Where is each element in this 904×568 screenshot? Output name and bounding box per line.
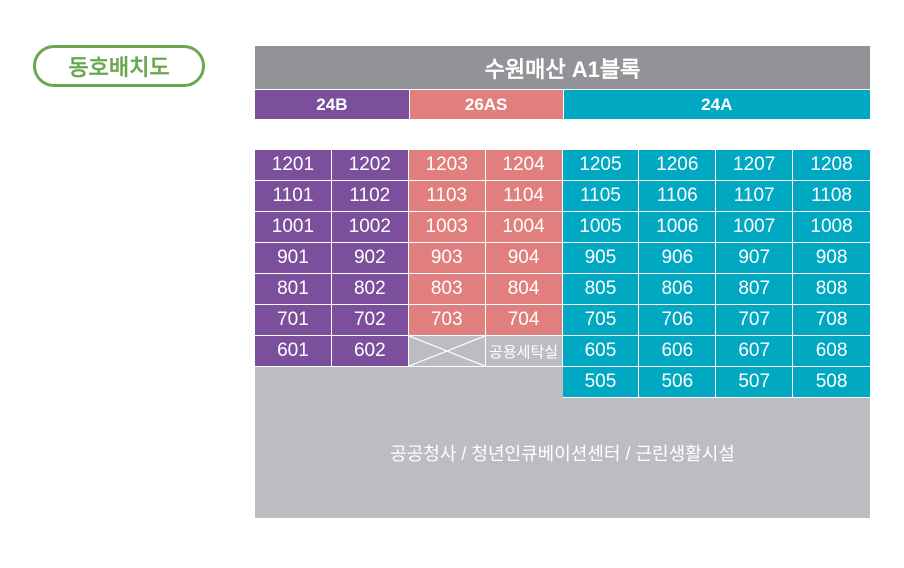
unit-cell: 1107 bbox=[716, 181, 794, 212]
unit-cell: 702 bbox=[331, 305, 409, 336]
unit-cell: 1003 bbox=[408, 212, 486, 243]
unit-cell: 801 bbox=[255, 274, 332, 305]
unit-cell: 1205 bbox=[562, 150, 640, 181]
unit-cell: 1206 bbox=[639, 150, 717, 181]
unit-cell: 905 bbox=[562, 243, 640, 274]
unit-cell: 704 bbox=[485, 305, 563, 336]
shared-laundry-cell: 공용세탁실 bbox=[485, 336, 563, 367]
unit-cell: 1201 bbox=[255, 150, 332, 181]
unit-cell: 907 bbox=[716, 243, 794, 274]
unit-cell: 1208 bbox=[793, 150, 870, 181]
unit-cell: 1103 bbox=[408, 181, 486, 212]
unit-cell: 902 bbox=[331, 243, 409, 274]
unit-grid: 1201 1202 1203 1204 1205 1206 1207 1208 … bbox=[255, 150, 870, 398]
unit-cell: 607 bbox=[716, 336, 794, 367]
unit-cell: 1007 bbox=[716, 212, 794, 243]
unit-cell: 608 bbox=[793, 336, 870, 367]
type-26as: 26AS bbox=[408, 90, 563, 119]
unit-cell: 1101 bbox=[255, 181, 332, 212]
unit-cell: 1204 bbox=[485, 150, 563, 181]
block-title: 수원매산 A1블록 bbox=[255, 46, 870, 89]
unit-cell: 805 bbox=[562, 274, 640, 305]
unit-cell: 1106 bbox=[639, 181, 717, 212]
empty-cell bbox=[332, 367, 409, 398]
unit-cell: 1202 bbox=[331, 150, 409, 181]
unit-cell: 802 bbox=[331, 274, 409, 305]
unit-cell: 807 bbox=[716, 274, 794, 305]
unit-cell: 506 bbox=[639, 367, 717, 398]
unit-type-band: 24B 26AS 24A bbox=[255, 90, 870, 119]
unit-cell: 606 bbox=[639, 336, 717, 367]
void-cell bbox=[408, 336, 486, 367]
unit-cell: 903 bbox=[408, 243, 486, 274]
unit-cell: 1008 bbox=[793, 212, 870, 243]
empty-cell bbox=[255, 367, 332, 398]
unit-cell: 1105 bbox=[562, 181, 640, 212]
unit-cell: 706 bbox=[639, 305, 717, 336]
unit-cell: 804 bbox=[485, 274, 563, 305]
unit-cell: 1104 bbox=[485, 181, 563, 212]
facility-label: 공공청사 / 청년인큐베이션센터 / 근린생활시설 bbox=[390, 444, 735, 464]
unit-cell: 1005 bbox=[562, 212, 640, 243]
unit-cell: 1108 bbox=[793, 181, 870, 212]
unit-cell: 901 bbox=[255, 243, 332, 274]
unit-cell: 1102 bbox=[331, 181, 409, 212]
unit-cell: 904 bbox=[485, 243, 563, 274]
empty-cell bbox=[486, 367, 563, 398]
unit-cell: 806 bbox=[639, 274, 717, 305]
floor-plan-badge: 동호배치도 bbox=[33, 45, 205, 87]
unit-cell: 1203 bbox=[408, 150, 486, 181]
unit-cell: 705 bbox=[562, 305, 640, 336]
empty-cell bbox=[409, 367, 486, 398]
unit-cell: 601 bbox=[255, 336, 332, 367]
unit-cell: 707 bbox=[716, 305, 794, 336]
unit-cell: 803 bbox=[408, 274, 486, 305]
unit-cell: 507 bbox=[716, 367, 794, 398]
unit-cell: 1006 bbox=[639, 212, 717, 243]
unit-cell: 708 bbox=[793, 305, 870, 336]
cross-out-icon bbox=[409, 336, 485, 366]
unit-cell: 808 bbox=[793, 274, 870, 305]
unit-cell: 602 bbox=[331, 336, 409, 367]
unit-cell: 701 bbox=[255, 305, 332, 336]
unit-cell: 1002 bbox=[331, 212, 409, 243]
unit-cell: 1004 bbox=[485, 212, 563, 243]
unit-cell: 906 bbox=[639, 243, 717, 274]
unit-cell: 508 bbox=[793, 367, 870, 398]
type-24b: 24B bbox=[255, 90, 409, 119]
type-24a: 24A bbox=[562, 90, 870, 119]
unit-cell: 1001 bbox=[255, 212, 332, 243]
unit-cell: 505 bbox=[562, 367, 640, 398]
unit-cell: 605 bbox=[562, 336, 640, 367]
unit-cell: 908 bbox=[793, 243, 870, 274]
unit-cell: 1207 bbox=[716, 150, 794, 181]
unit-cell: 703 bbox=[408, 305, 486, 336]
